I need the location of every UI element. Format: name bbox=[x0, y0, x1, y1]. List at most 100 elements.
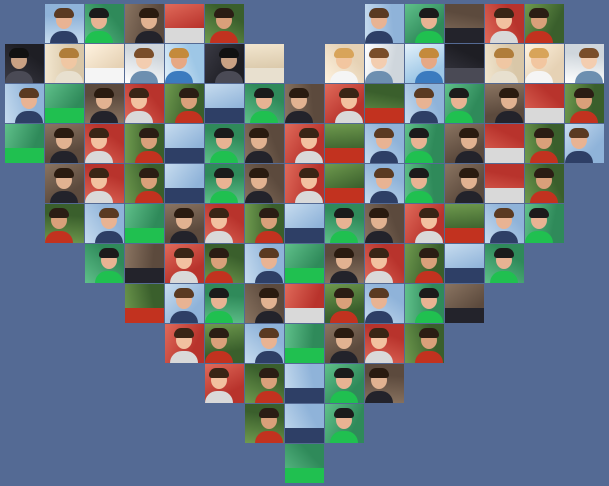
person-body bbox=[210, 151, 238, 163]
photo-thumbnail bbox=[485, 44, 524, 83]
person-hair bbox=[374, 128, 394, 138]
person-body bbox=[365, 311, 393, 323]
photo-thumbnail bbox=[165, 164, 204, 203]
photo-thumbnail bbox=[285, 284, 324, 323]
person-hair bbox=[334, 328, 354, 338]
photo-thumbnail bbox=[85, 44, 124, 83]
photo-thumbnail bbox=[365, 284, 404, 323]
photo-thumbnail bbox=[45, 204, 84, 243]
person-hair bbox=[214, 168, 234, 178]
photo-ground bbox=[285, 228, 324, 243]
person-hair bbox=[459, 168, 479, 178]
person-hair bbox=[179, 88, 199, 98]
person-hair bbox=[209, 328, 229, 338]
person-hair bbox=[534, 168, 554, 178]
person-hair bbox=[499, 88, 519, 98]
photo-thumbnail bbox=[125, 124, 164, 163]
photo-thumbnail bbox=[525, 164, 564, 203]
person-body bbox=[415, 231, 443, 243]
person-hair bbox=[579, 48, 599, 58]
person-hair bbox=[299, 128, 319, 138]
person-body bbox=[295, 151, 323, 163]
photo-ground bbox=[285, 348, 324, 363]
photo-thumbnail bbox=[125, 244, 164, 283]
photo-thumbnail bbox=[325, 244, 364, 283]
person-body bbox=[455, 191, 483, 203]
photo-thumbnail bbox=[285, 404, 324, 443]
person-hair bbox=[574, 88, 594, 98]
person-body bbox=[525, 231, 553, 243]
person-hair bbox=[334, 408, 354, 418]
photo-thumbnail bbox=[405, 204, 444, 243]
photo-thumbnail bbox=[5, 124, 44, 163]
person-hair bbox=[49, 208, 69, 218]
photo-thumbnail bbox=[45, 4, 84, 43]
person-body bbox=[570, 111, 598, 123]
photo-thumbnail bbox=[365, 84, 404, 123]
person-body bbox=[255, 231, 283, 243]
person-hair bbox=[569, 128, 589, 138]
person-hair bbox=[174, 328, 194, 338]
photo-thumbnail bbox=[245, 124, 284, 163]
person-body bbox=[365, 71, 393, 83]
photo-ground bbox=[285, 308, 324, 323]
photo-thumbnail bbox=[125, 204, 164, 243]
person-body bbox=[330, 271, 358, 283]
person-body bbox=[365, 351, 393, 363]
person-body bbox=[490, 231, 518, 243]
photo-ground bbox=[205, 108, 244, 123]
photo-ground bbox=[125, 228, 164, 243]
person-body bbox=[415, 271, 443, 283]
person-hair bbox=[339, 88, 359, 98]
person-hair bbox=[494, 208, 514, 218]
person-body bbox=[330, 231, 358, 243]
photo-thumbnail bbox=[165, 284, 204, 323]
person-hair bbox=[369, 48, 389, 58]
person-hair bbox=[59, 48, 79, 58]
photo-thumbnail bbox=[405, 4, 444, 43]
person-hair bbox=[374, 168, 394, 178]
person-body bbox=[255, 391, 283, 403]
person-body bbox=[85, 151, 113, 163]
photo-thumbnail bbox=[365, 244, 404, 283]
person-hair bbox=[89, 168, 109, 178]
photo-thumbnail bbox=[485, 164, 524, 203]
person-hair bbox=[419, 248, 439, 258]
photo-thumbnail bbox=[205, 4, 244, 43]
person-body bbox=[95, 231, 123, 243]
photo-ground bbox=[285, 468, 324, 483]
photo-thumbnail bbox=[445, 284, 484, 323]
photo-thumbnail bbox=[405, 164, 444, 203]
photo-thumbnail bbox=[125, 4, 164, 43]
photo-thumbnail bbox=[445, 124, 484, 163]
photo-thumbnail bbox=[365, 364, 404, 403]
person-hair bbox=[89, 8, 109, 18]
photo-thumbnail bbox=[365, 324, 404, 363]
photo-thumbnail bbox=[285, 244, 324, 283]
person-hair bbox=[529, 8, 549, 18]
person-hair bbox=[459, 128, 479, 138]
person-body bbox=[405, 151, 433, 163]
person-hair bbox=[249, 128, 269, 138]
photo-thumbnail bbox=[245, 244, 284, 283]
photo-ground bbox=[485, 188, 524, 203]
photo-thumbnail bbox=[85, 4, 124, 43]
person-hair bbox=[529, 208, 549, 218]
person-hair bbox=[334, 48, 354, 58]
photo-thumbnail bbox=[565, 84, 604, 123]
person-hair bbox=[89, 128, 109, 138]
photo-thumbnail bbox=[485, 124, 524, 163]
photo-thumbnail bbox=[525, 124, 564, 163]
person-body bbox=[530, 191, 558, 203]
person-body bbox=[205, 231, 233, 243]
person-body bbox=[365, 31, 393, 43]
photo-thumbnail bbox=[405, 324, 444, 363]
person-hair bbox=[209, 288, 229, 298]
person-hair bbox=[494, 8, 514, 18]
person-hair bbox=[369, 328, 389, 338]
person-hair bbox=[334, 288, 354, 298]
photo-thumbnail bbox=[245, 364, 284, 403]
photo-thumbnail bbox=[125, 44, 164, 83]
photo-thumbnail bbox=[525, 204, 564, 243]
photo-thumbnail bbox=[325, 84, 364, 123]
